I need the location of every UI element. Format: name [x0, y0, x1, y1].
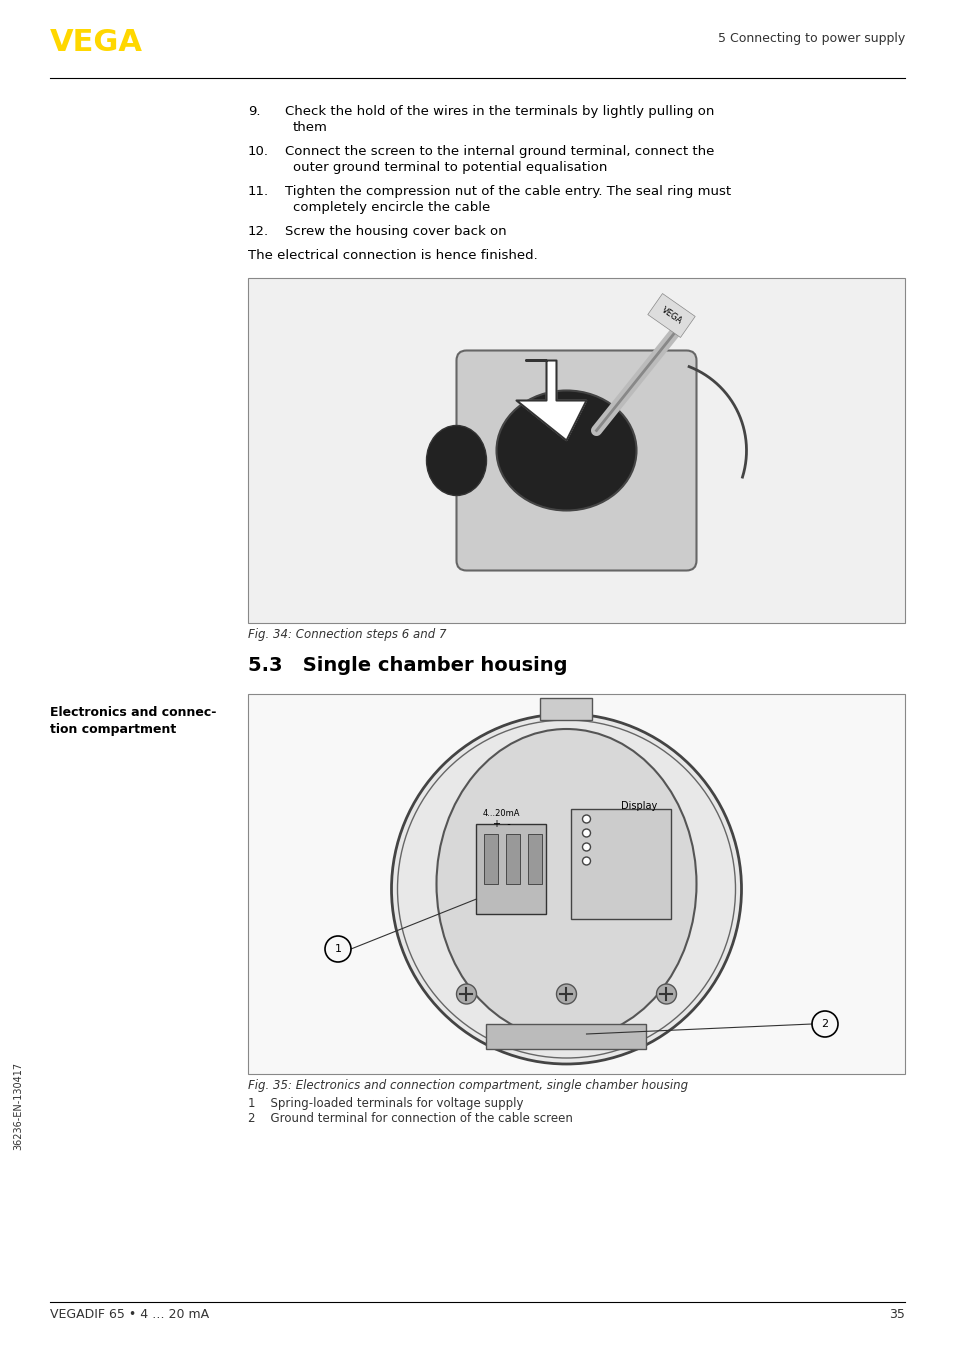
- Text: Connect the screen to the internal ground terminal, connect the: Connect the screen to the internal groun…: [285, 145, 714, 158]
- Text: them: them: [293, 121, 328, 134]
- Bar: [248, 278, 904, 623]
- Text: 5.3   Single chamber housing: 5.3 Single chamber housing: [248, 655, 567, 676]
- Text: 2: 2: [821, 1020, 828, 1029]
- Text: 5 Connecting to power supply: 5 Connecting to power supply: [717, 32, 904, 45]
- Text: 9.: 9.: [248, 106, 260, 118]
- Text: VEGADIF 65 • 4 … 20 mA: VEGADIF 65 • 4 … 20 mA: [50, 1308, 209, 1322]
- Bar: [484, 834, 498, 884]
- Text: outer ground terminal to potential equalisation: outer ground terminal to potential equal…: [293, 161, 607, 175]
- Ellipse shape: [391, 714, 740, 1064]
- Text: 36236-EN-130417: 36236-EN-130417: [13, 1062, 23, 1150]
- Circle shape: [582, 815, 590, 823]
- Text: 4...20mA: 4...20mA: [482, 808, 519, 818]
- Text: 1    Spring-loaded terminals for voltage supply: 1 Spring-loaded terminals for voltage su…: [248, 1097, 523, 1110]
- FancyBboxPatch shape: [456, 351, 696, 570]
- Bar: [571, 808, 671, 919]
- Polygon shape: [516, 360, 586, 440]
- Text: Electronics and connec-
tion compartment: Electronics and connec- tion compartment: [50, 705, 216, 737]
- Ellipse shape: [496, 390, 636, 510]
- Bar: [528, 834, 542, 884]
- Text: Check the hold of the wires in the terminals by lightly pulling on: Check the hold of the wires in the termi…: [285, 106, 714, 118]
- FancyBboxPatch shape: [540, 699, 592, 720]
- Text: completely encircle the cable: completely encircle the cable: [293, 200, 490, 214]
- Text: Display: Display: [620, 802, 657, 811]
- Bar: [506, 834, 520, 884]
- Circle shape: [582, 857, 590, 865]
- Text: 2    Ground terminal for connection of the cable screen: 2 Ground terminal for connection of the …: [248, 1112, 572, 1125]
- Bar: [476, 825, 546, 914]
- Text: Tighten the compression nut of the cable entry. The seal ring must: Tighten the compression nut of the cable…: [285, 185, 730, 198]
- Bar: [486, 1024, 646, 1049]
- Ellipse shape: [426, 425, 486, 496]
- Ellipse shape: [436, 728, 696, 1039]
- Text: +  -: + -: [492, 819, 510, 829]
- Circle shape: [656, 984, 676, 1005]
- Text: Fig. 35: Electronics and connection compartment, single chamber housing: Fig. 35: Electronics and connection comp…: [248, 1079, 687, 1091]
- Text: 12.: 12.: [248, 225, 269, 238]
- Text: Fig. 34: Connection steps 6 and 7: Fig. 34: Connection steps 6 and 7: [248, 628, 446, 640]
- Text: The electrical connection is hence finished.: The electrical connection is hence finis…: [248, 249, 537, 263]
- Circle shape: [556, 984, 576, 1005]
- Circle shape: [456, 984, 476, 1005]
- Text: VEGA: VEGA: [50, 28, 143, 57]
- Text: 10.: 10.: [248, 145, 269, 158]
- Text: 1: 1: [335, 944, 341, 955]
- Circle shape: [582, 844, 590, 852]
- Text: VEGA: VEGA: [659, 305, 683, 326]
- Text: Screw the housing cover back on: Screw the housing cover back on: [285, 225, 506, 238]
- Circle shape: [582, 829, 590, 837]
- Bar: [248, 695, 904, 1074]
- Text: 11.: 11.: [248, 185, 269, 198]
- Text: 35: 35: [888, 1308, 904, 1322]
